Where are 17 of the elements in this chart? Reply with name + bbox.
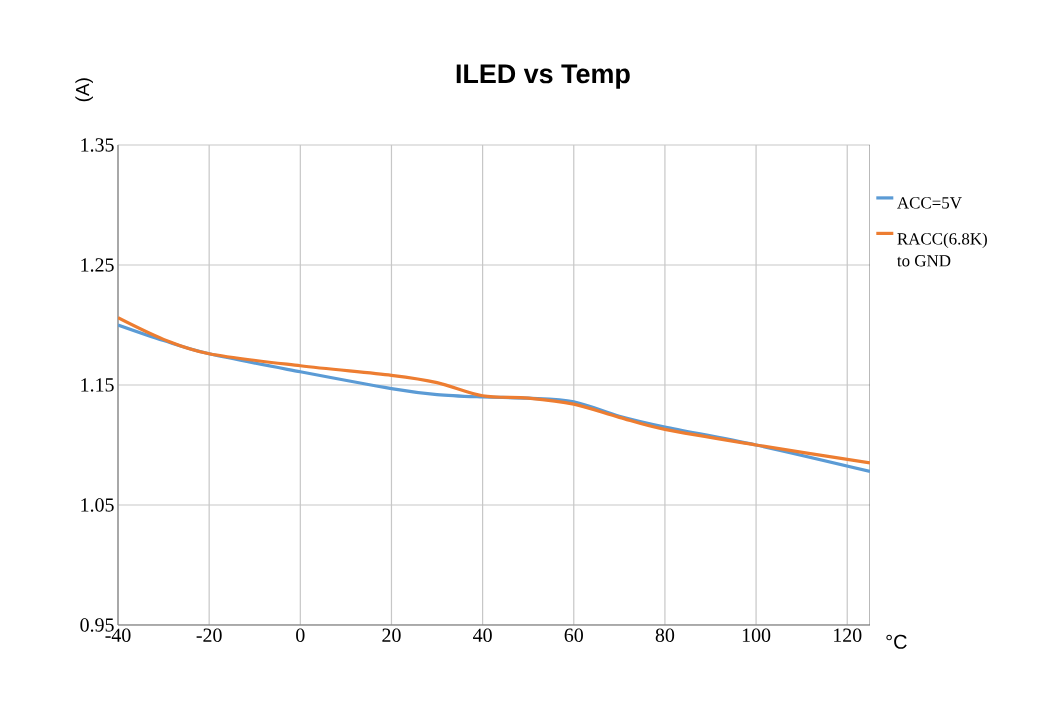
legend-label: ACC=5V: [897, 197, 962, 209]
x-tick-label: 0: [296, 628, 305, 642]
x-axis-title: °C: [886, 634, 907, 649]
x-tick-label: 80: [655, 628, 675, 642]
y-axis-title: (A): [75, 78, 93, 102]
chart-title: ILED vs Temp: [456, 64, 630, 89]
y-tick-label: 1.15: [81, 378, 114, 392]
y-tick-label: 1.35: [81, 138, 114, 152]
x-tick-label: 120: [834, 628, 862, 642]
y-tick-label: 1.05: [81, 498, 114, 512]
x-tick-label: 20: [382, 628, 401, 642]
x-tick-label: 40: [473, 628, 492, 642]
x-tick-label: -20: [196, 628, 222, 642]
y-tick-label: 1.25: [81, 258, 114, 272]
x-tick-label: 100: [742, 628, 771, 642]
x-tick-label: 60: [564, 628, 583, 642]
legend-label: RACC(6.8K) to GND: [897, 232, 987, 267]
